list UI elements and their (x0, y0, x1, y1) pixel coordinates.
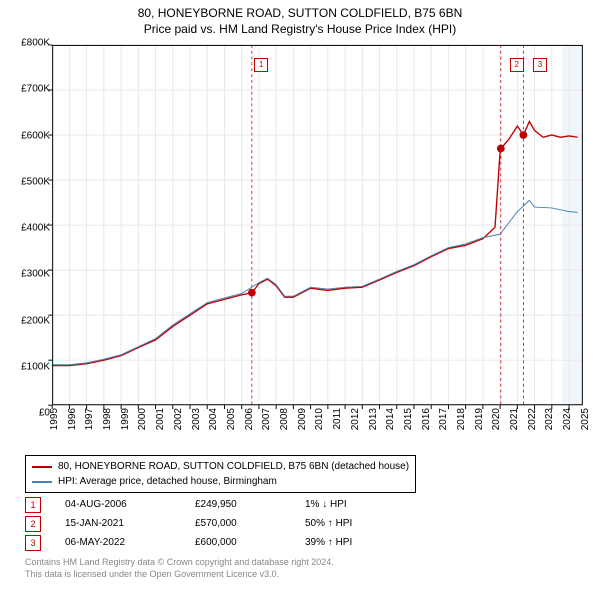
y-tick-label: £600K (21, 130, 50, 141)
sale-date: 04-AUG-2006 (65, 499, 195, 510)
sale-price: £249,950 (195, 499, 305, 510)
x-tick-label: 2012 (350, 408, 361, 448)
sale-price: £600,000 (195, 537, 305, 548)
event-marker-3: 3 (533, 58, 547, 72)
footer-attribution: Contains HM Land Registry data © Crown c… (25, 557, 334, 580)
x-tick-label: 2001 (155, 408, 166, 448)
x-tick-label: 1999 (120, 408, 131, 448)
chart-container: 80, HONEYBORNE ROAD, SUTTON COLDFIELD, B… (0, 0, 600, 590)
sale-row: 3 06-MAY-2022£600,00039% ↑ HPI (25, 533, 425, 552)
y-tick-label: £800K (21, 38, 50, 49)
legend-row: HPI: Average price, detached house, Birm… (32, 474, 409, 489)
sale-date: 06-MAY-2022 (65, 537, 195, 548)
legend-label: HPI: Average price, detached house, Birm… (58, 474, 277, 489)
x-tick-label: 2003 (191, 408, 202, 448)
sale-row: 1 04-AUG-2006£249,9501% ↓ HPI (25, 495, 425, 514)
x-tick-label: 2000 (137, 408, 148, 448)
x-tick-label: 2025 (580, 408, 591, 448)
x-tick-label: 2022 (527, 408, 538, 448)
x-tick-label: 2023 (544, 408, 555, 448)
x-tick-label: 2007 (261, 408, 272, 448)
x-tick-label: 2020 (491, 408, 502, 448)
legend-swatch (32, 481, 52, 483)
x-tick-label: 2017 (438, 408, 449, 448)
y-tick-label: £100K (21, 361, 50, 372)
title-line-1: 80, HONEYBORNE ROAD, SUTTON COLDFIELD, B… (0, 6, 600, 22)
y-tick-label: £700K (21, 84, 50, 95)
x-tick-label: 1995 (49, 408, 60, 448)
x-tick-label: 2004 (208, 408, 219, 448)
x-tick-label: 2013 (368, 408, 379, 448)
sale-marker: 2 (25, 516, 41, 532)
sale-row: 2 15-JAN-2021£570,00050% ↑ HPI (25, 514, 425, 533)
x-tick-label: 2006 (244, 408, 255, 448)
x-tick-label: 2021 (509, 408, 520, 448)
x-tick-label: 1997 (84, 408, 95, 448)
sale-hpi: 39% ↑ HPI (305, 537, 425, 548)
chart-title: 80, HONEYBORNE ROAD, SUTTON COLDFIELD, B… (0, 0, 600, 37)
legend-swatch (32, 466, 52, 468)
x-tick-label: 2010 (314, 408, 325, 448)
x-tick-label: 2024 (562, 408, 573, 448)
sale-marker: 1 (25, 497, 41, 513)
sales-table: 1 04-AUG-2006£249,9501% ↓ HPI 2 15-JAN-2021… (25, 495, 425, 552)
x-tick-label: 1998 (102, 408, 113, 448)
legend-label: 80, HONEYBORNE ROAD, SUTTON COLDFIELD, B… (58, 459, 409, 474)
sale-hpi: 1% ↓ HPI (305, 499, 425, 510)
x-tick-label: 2018 (456, 408, 467, 448)
title-line-2: Price paid vs. HM Land Registry's House … (0, 22, 600, 38)
chart-area (45, 43, 590, 413)
x-tick-label: 2019 (474, 408, 485, 448)
x-tick-label: 2014 (385, 408, 396, 448)
sale-hpi: 50% ↑ HPI (305, 518, 425, 529)
x-tick-label: 2009 (297, 408, 308, 448)
sale-price: £570,000 (195, 518, 305, 529)
line-chart (45, 43, 590, 413)
sale-marker: 3 (25, 535, 41, 551)
y-tick-label: £400K (21, 223, 50, 234)
x-tick-label: 2015 (403, 408, 414, 448)
y-tick-label: £300K (21, 269, 50, 280)
event-marker-1: 1 (254, 58, 268, 72)
y-tick-label: £500K (21, 176, 50, 187)
legend: 80, HONEYBORNE ROAD, SUTTON COLDFIELD, B… (25, 455, 416, 493)
y-tick-label: £200K (21, 315, 50, 326)
footer-line-2: This data is licensed under the Open Gov… (25, 569, 334, 581)
x-tick-label: 1996 (67, 408, 78, 448)
x-tick-label: 2008 (279, 408, 290, 448)
x-tick-label: 2005 (226, 408, 237, 448)
x-tick-label: 2011 (332, 408, 343, 448)
x-tick-label: 2016 (421, 408, 432, 448)
x-tick-label: 2002 (173, 408, 184, 448)
sale-date: 15-JAN-2021 (65, 518, 195, 529)
legend-row: 80, HONEYBORNE ROAD, SUTTON COLDFIELD, B… (32, 459, 409, 474)
event-marker-2: 2 (510, 58, 524, 72)
footer-line-1: Contains HM Land Registry data © Crown c… (25, 557, 334, 569)
